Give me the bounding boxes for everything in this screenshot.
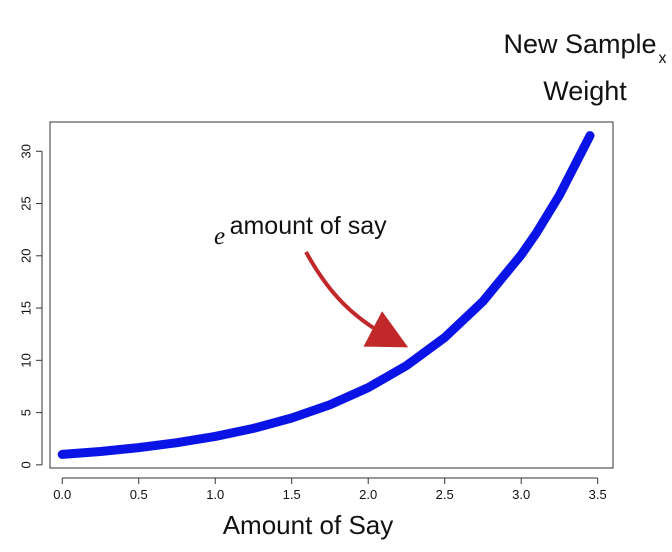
- y-tick-label: 5: [19, 409, 34, 416]
- annotation-base: e: [214, 223, 225, 250]
- y-tick-label: 20: [19, 249, 34, 263]
- header-title-suffix: x: [658, 50, 667, 67]
- header-title: New Sample x Weight: [490, 28, 672, 107]
- x-tick-label: 2.0: [359, 487, 377, 502]
- plot-frame: [49, 121, 614, 469]
- y-ticks: 0 5 10 15 20 25 30: [19, 144, 42, 468]
- y-tick-label: 30: [19, 144, 34, 158]
- y-tick-label: 15: [19, 301, 34, 315]
- x-tick-label: 0.0: [53, 487, 71, 502]
- annotation-exponent: amount of say: [230, 212, 388, 240]
- header-title-line1: New Sample x: [490, 28, 672, 75]
- x-tick-label: 1.5: [283, 487, 301, 502]
- x-tick-label: 0.5: [130, 487, 148, 502]
- x-axis-title: Amount of Say: [223, 510, 394, 540]
- header-title-line2: Weight: [543, 76, 627, 106]
- annotation-label: e amount of say: [214, 212, 387, 250]
- x-tick-label: 3.0: [512, 487, 530, 502]
- x-tick-label: 1.0: [206, 487, 224, 502]
- series-line: [57, 131, 595, 459]
- y-tick-label: 10: [19, 353, 34, 367]
- x-ticks: 0.0 0.5 1.0 1.5 2.0 2.5 3.0 3.5: [53, 478, 607, 502]
- y-tick-label: 0: [19, 461, 34, 468]
- x-tick-label: 2.5: [436, 487, 454, 502]
- annotation-arrow: [304, 251, 409, 348]
- y-tick-label: 25: [19, 196, 34, 210]
- header-title-line1-text: New Sample: [503, 29, 657, 59]
- x-tick-label: 3.5: [589, 487, 607, 502]
